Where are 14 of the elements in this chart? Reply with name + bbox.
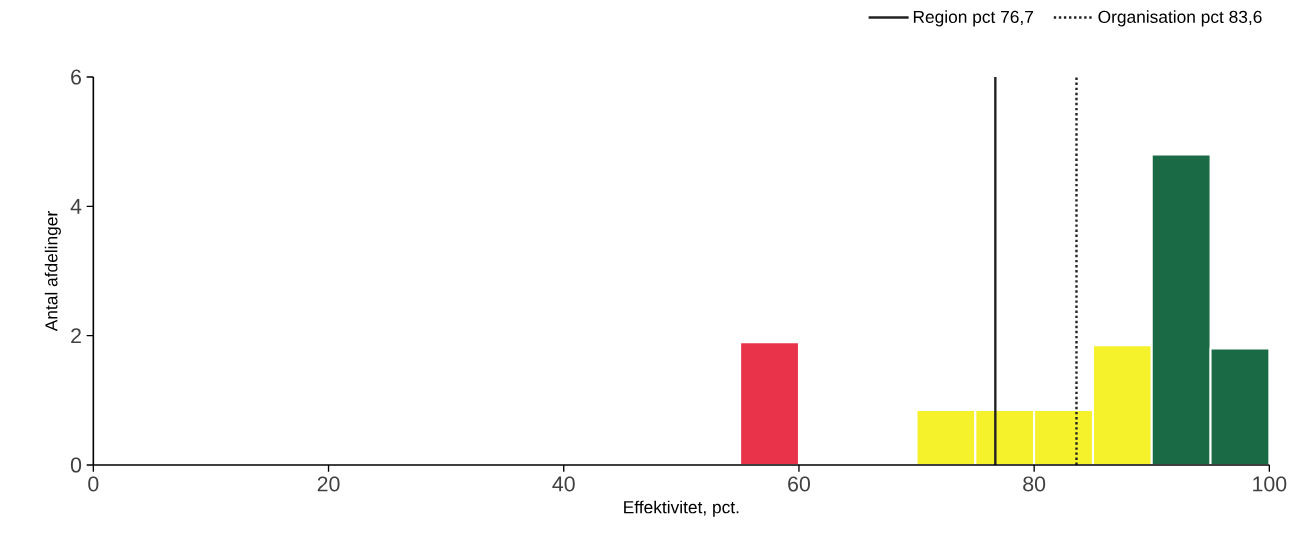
x-tick-label: 80 bbox=[1023, 476, 1046, 492]
x-tick-label: 20 bbox=[317, 476, 340, 492]
x-tick-label: 60 bbox=[788, 476, 810, 492]
x-tick-label: 100 bbox=[1253, 476, 1287, 492]
y-tick-label: 4 bbox=[70, 199, 82, 214]
y-axis-title: Antal afdelinger bbox=[44, 211, 61, 332]
y-tick-label: 6 bbox=[71, 69, 82, 85]
x-tick-label: 40 bbox=[552, 476, 575, 492]
y-tick-label: 0 bbox=[70, 457, 82, 473]
legend-label: Organisation pct 83,6 bbox=[1098, 10, 1262, 27]
x-tick-label: 0 bbox=[88, 476, 99, 492]
legend-label: Region pct 76,7 bbox=[913, 10, 1033, 27]
y-tick-label: 2 bbox=[71, 328, 81, 344]
x-axis-title: Effektivitet, pct. bbox=[624, 500, 739, 517]
